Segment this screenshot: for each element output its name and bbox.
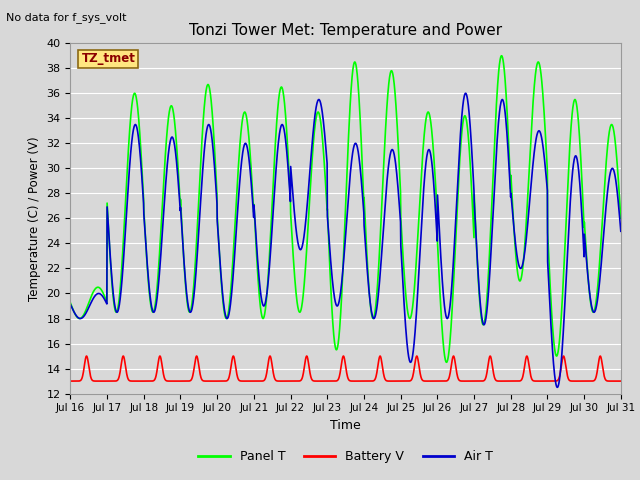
Battery V bbox=[506, 378, 514, 384]
Air T bbox=[67, 301, 74, 307]
Air T bbox=[506, 175, 513, 181]
Air T bbox=[584, 274, 592, 279]
Panel T bbox=[584, 273, 592, 278]
Panel T bbox=[67, 300, 74, 306]
Text: TZ_tmet: TZ_tmet bbox=[81, 52, 135, 65]
Legend: Panel T, Battery V, Air T: Panel T, Battery V, Air T bbox=[193, 445, 498, 468]
Battery V bbox=[266, 353, 274, 359]
Panel T bbox=[498, 53, 506, 59]
Title: Tonzi Tower Met: Temperature and Power: Tonzi Tower Met: Temperature and Power bbox=[189, 23, 502, 38]
Air T bbox=[461, 90, 469, 96]
Panel T bbox=[362, 221, 369, 227]
Panel T bbox=[617, 216, 625, 221]
Battery V bbox=[569, 378, 577, 384]
Battery V bbox=[101, 378, 109, 384]
X-axis label: Time: Time bbox=[330, 419, 361, 432]
Panel T bbox=[569, 107, 577, 112]
Battery V bbox=[67, 378, 74, 384]
Panel T bbox=[374, 285, 381, 290]
Line: Battery V: Battery V bbox=[70, 356, 621, 381]
Air T bbox=[617, 228, 625, 234]
Y-axis label: Temperature (C) / Power (V): Temperature (C) / Power (V) bbox=[28, 136, 41, 300]
Air T bbox=[374, 301, 381, 307]
Air T bbox=[220, 303, 228, 309]
Line: Panel T: Panel T bbox=[70, 56, 621, 362]
Battery V bbox=[374, 363, 381, 369]
Battery V bbox=[617, 378, 625, 384]
Battery V bbox=[584, 378, 592, 384]
Air T bbox=[554, 384, 561, 390]
Panel T bbox=[443, 360, 451, 365]
Line: Air T: Air T bbox=[70, 93, 621, 387]
Text: No data for f_sys_volt: No data for f_sys_volt bbox=[6, 12, 127, 23]
Battery V bbox=[362, 378, 370, 384]
Panel T bbox=[506, 168, 514, 174]
Air T bbox=[362, 241, 369, 247]
Air T bbox=[569, 168, 577, 174]
Panel T bbox=[220, 307, 228, 312]
Battery V bbox=[220, 378, 228, 384]
